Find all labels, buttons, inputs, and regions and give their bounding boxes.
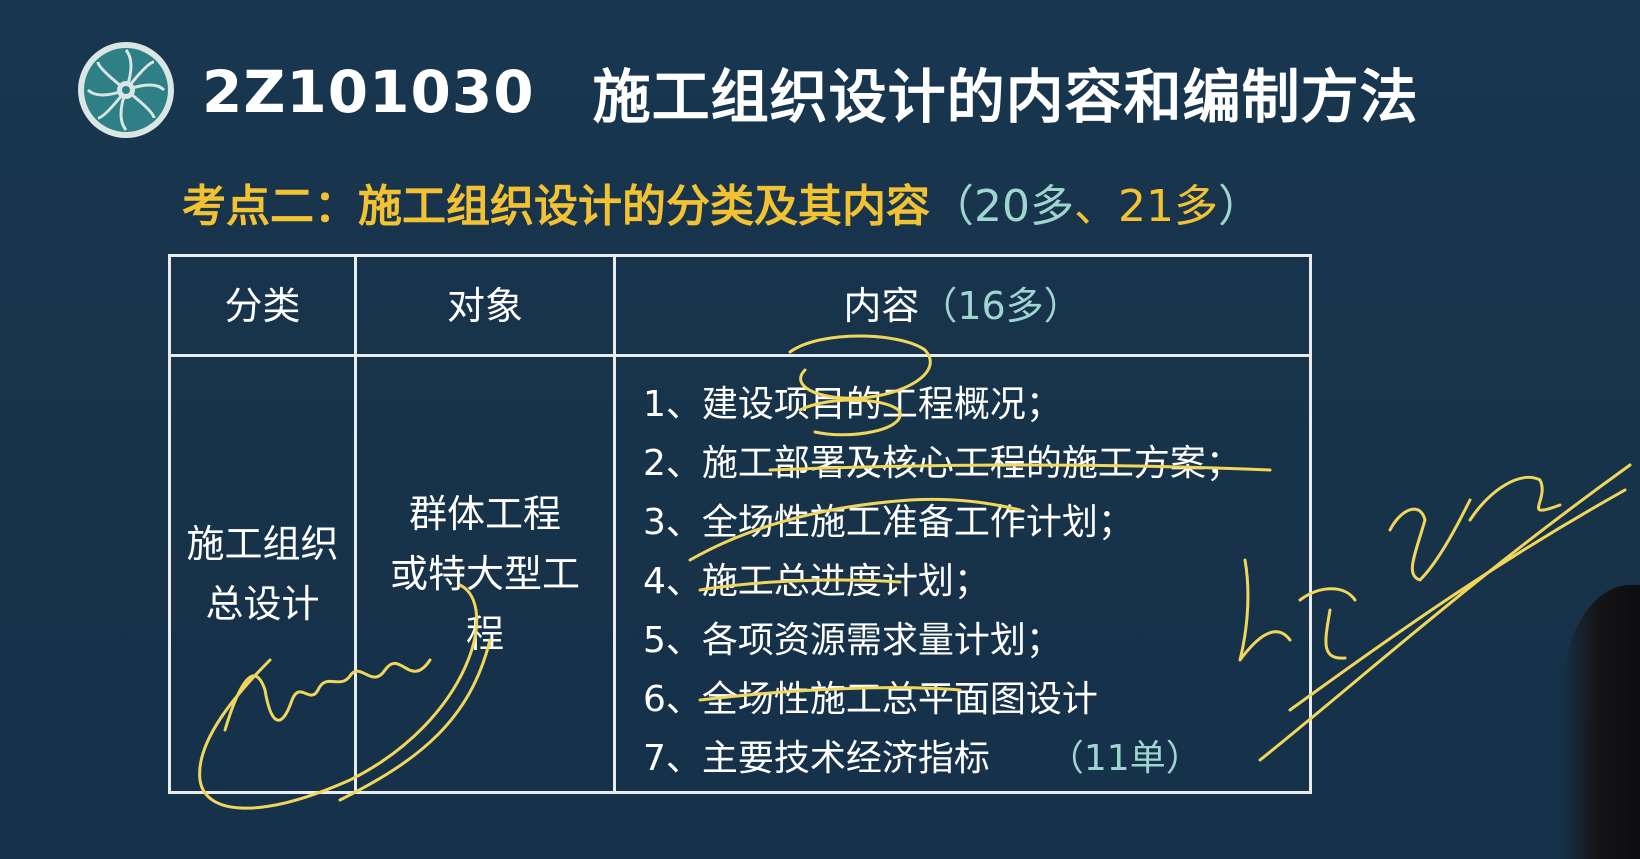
- column-divider: [613, 257, 616, 791]
- category-line: 总设计: [205, 582, 320, 626]
- subtitle-note-20: 20多: [974, 181, 1074, 232]
- section-code: 2Z101030: [202, 58, 535, 126]
- category-line: 施工组织: [186, 522, 339, 566]
- ink-note-right-4: [1468, 475, 1562, 522]
- content-item-note: （11单）: [1047, 738, 1202, 779]
- object-line: 群体工程: [408, 492, 561, 536]
- header-divider: [171, 354, 1309, 357]
- content-item: 4、施工总进度计划；: [643, 561, 990, 602]
- subtitle-note-sep: 、: [1074, 181, 1118, 232]
- subtitle: 考点二：施工组织设计的分类及其内容 （20多、21多）: [182, 172, 1262, 232]
- header-category: 分类: [224, 283, 301, 328]
- header-object: 对象: [446, 283, 523, 328]
- object-line: 或特大型工: [389, 552, 580, 596]
- object-line: 程: [465, 612, 504, 656]
- header-content: 内容 （16多）: [616, 257, 1309, 354]
- column-divider: [354, 257, 357, 791]
- object-cell: 群体工程 或特大型工 程: [357, 357, 613, 791]
- content-item-text: 7、主要技术经济指标: [643, 738, 990, 779]
- logo-icon: [78, 42, 174, 138]
- category-cell: 施工组织 总设计: [171, 357, 354, 791]
- subtitle-note: （20多、21多）: [930, 170, 1262, 234]
- content-list: 1、建设项目的工程概况； 2、施工部署及核心工程的施工方案； 3、全场性施工准备…: [643, 375, 1313, 788]
- header-content-label: 内容: [843, 283, 920, 328]
- subtitle-note-open: （: [930, 181, 974, 232]
- content-item: 6、全场性施工总平面图设计: [643, 679, 1098, 720]
- content-item: 3、全场性施工准备工作计划；: [643, 502, 1134, 543]
- content-item: 2、施工部署及核心工程的施工方案；: [643, 443, 1242, 484]
- header-content-note: （16多）: [919, 283, 1082, 328]
- title-text: 施工组织设计的内容和编制方法: [592, 63, 1419, 131]
- subtitle-main: 考点二：施工组织设计的分类及其内容: [182, 181, 930, 232]
- ink-note-right-3: [1388, 498, 1472, 582]
- subtitle-note-21: 21多: [1118, 181, 1218, 232]
- content-item: 1、建设项目的工程概况；: [643, 384, 1062, 425]
- content-item: 5、各项资源需求量计划；: [643, 620, 1062, 661]
- slide-title: 2Z101030 施工组织设计的内容和编制方法: [202, 52, 1419, 132]
- content-table: 分类 对象 内容 （16多） 施工组织 总设计 群体工程 或特大型工 程 1、建设…: [168, 254, 1312, 794]
- presenter-silhouette: [1560, 585, 1640, 859]
- content-item: 7、主要技术经济指标 （11单）: [643, 729, 1313, 788]
- subtitle-note-close: ）: [1218, 181, 1262, 232]
